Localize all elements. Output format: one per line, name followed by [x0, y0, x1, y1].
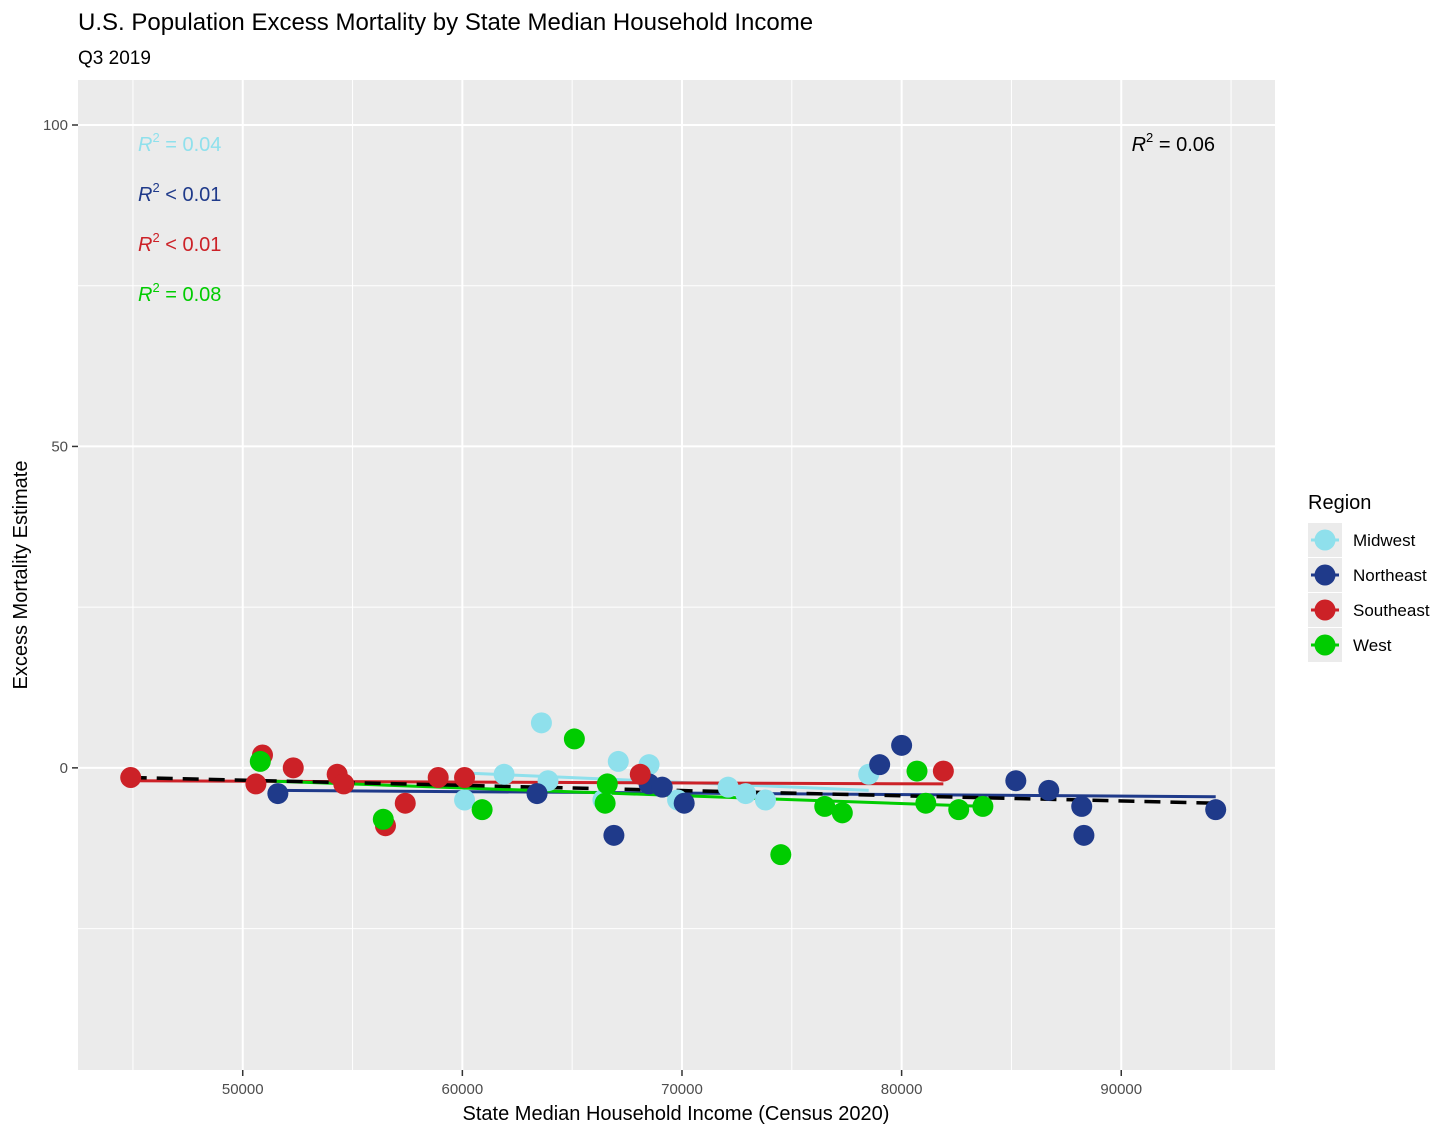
legend-label-northeast: Northeast [1353, 566, 1427, 585]
point-northeast [891, 734, 913, 756]
point-northeast [1073, 824, 1095, 846]
point-midwest [717, 776, 739, 798]
point-west [770, 844, 792, 866]
point-northeast [651, 776, 673, 798]
point-west [972, 795, 994, 817]
r2-label-northeast: R2 < 0.01 [138, 180, 221, 206]
point-west [915, 792, 937, 814]
point-southeast [932, 760, 954, 782]
point-southeast [629, 763, 651, 785]
point-west [596, 773, 618, 795]
fit-line-west [260, 779, 983, 808]
point-midwest [754, 789, 776, 811]
legend: Region Midwest Northeast Southeast West [1308, 492, 1430, 662]
point-southeast [333, 773, 355, 795]
point-west [906, 760, 928, 782]
point-midwest [607, 750, 629, 772]
point-southeast [427, 767, 449, 788]
point-west [471, 799, 493, 821]
x-tick-label: 80000 [881, 1081, 923, 1098]
point-northeast [1038, 779, 1060, 801]
y-axis-label: Excess Mortality Estimate [10, 461, 32, 690]
point-midwest [735, 783, 757, 805]
chart-subtitle: Q3 2019 [78, 48, 151, 69]
point-northeast [526, 783, 548, 805]
point-midwest [493, 763, 515, 785]
x-tick-label: 50000 [222, 1081, 264, 1098]
point-west [948, 799, 970, 821]
r-squared-annotations: R2 = 0.04 R2 < 0.01 R2 < 0.01 R2 = 0.08 R2 =… [138, 130, 1215, 306]
point-northeast [603, 824, 625, 846]
y-tick-label: 0 [60, 760, 68, 777]
y-tick-label: 100 [43, 117, 68, 134]
legend-entries: Midwest Northeast Southeast West [1308, 523, 1430, 662]
x-tick-label: 70000 [661, 1081, 703, 1098]
point-northeast [1205, 799, 1227, 821]
legend-label-midwest: Midwest [1353, 531, 1416, 550]
legend-key-northeast [1314, 564, 1336, 586]
grid-lines [78, 80, 1275, 1070]
legend-title: Region [1308, 492, 1371, 514]
point-west [831, 802, 853, 824]
legend-key-west [1314, 634, 1336, 656]
chart-title: U.S. Population Excess Mortality by Stat… [78, 9, 813, 36]
x-axis-label: State Median Household Income (Census 20… [463, 1103, 890, 1125]
point-west [372, 808, 394, 830]
r2-label-southeast: R2 < 0.01 [138, 230, 221, 256]
point-northeast [869, 754, 891, 776]
legend-key-southeast [1314, 599, 1336, 621]
legend-label-west: West [1353, 636, 1392, 655]
point-southeast [245, 773, 267, 795]
point-northeast [1071, 795, 1093, 817]
point-west [563, 728, 585, 750]
point-southeast [454, 767, 476, 788]
point-midwest [454, 789, 476, 811]
point-northeast [673, 792, 695, 814]
point-southeast [394, 792, 416, 814]
point-midwest [530, 712, 552, 734]
y-axis-ticks: 0 50 100 [43, 117, 78, 777]
legend-key-midwest [1314, 529, 1336, 551]
point-northeast [267, 783, 289, 805]
r2-label-west: R2 = 0.08 [138, 280, 221, 306]
x-tick-label: 90000 [1100, 1081, 1142, 1098]
r2-label-midwest: R2 = 0.04 [138, 130, 221, 156]
legend-label-southeast: Southeast [1353, 601, 1430, 620]
r2-label-overall: R2 = 0.06 [1132, 130, 1215, 156]
point-southeast [282, 757, 304, 779]
point-west [594, 792, 616, 814]
data-points [120, 712, 1227, 866]
x-tick-label: 60000 [441, 1081, 483, 1098]
y-tick-label: 50 [51, 438, 68, 455]
point-west [814, 795, 836, 817]
point-west [249, 750, 271, 772]
point-northeast [1005, 770, 1027, 792]
point-southeast [120, 767, 142, 788]
x-axis-ticks: 50000 60000 70000 80000 90000 [222, 1070, 1142, 1098]
plot-panel [78, 80, 1275, 1070]
